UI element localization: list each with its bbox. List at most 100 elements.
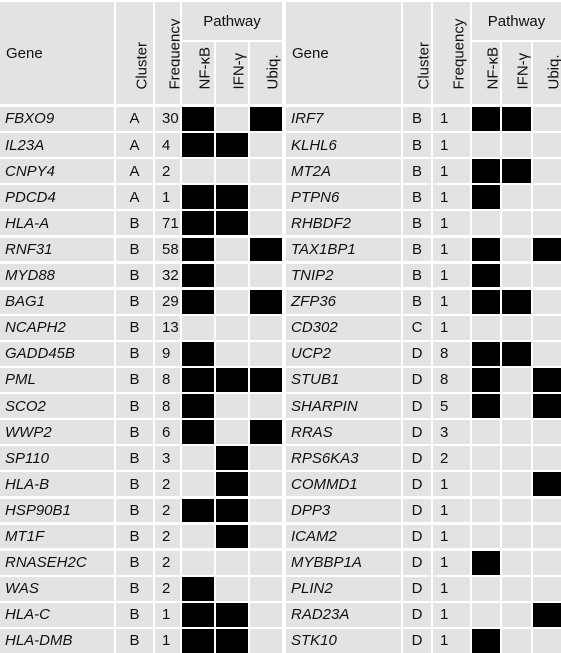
frequency-cell: 8 — [433, 341, 470, 366]
cluster-value: B — [129, 214, 140, 232]
frequency-cell: 29 — [155, 289, 180, 314]
frequency-cell: 9 — [155, 341, 180, 366]
gene-cell: RNASEH2C — [0, 550, 114, 575]
pathway-ubiq-cell-marked — [532, 602, 561, 627]
pathway-ifng-cell — [502, 368, 531, 392]
frequency-cell: 2 — [155, 576, 180, 601]
frequency-cell: 1 — [433, 472, 470, 497]
gene-name: SP110 — [5, 449, 49, 467]
pathway-ifng-cell — [216, 107, 248, 131]
frequency-value: 1 — [440, 162, 449, 180]
pathway-nfkb-cell-marked — [472, 368, 501, 392]
pathway-nfkb-cell — [472, 524, 501, 549]
cluster-cell: D — [403, 576, 431, 601]
left-header-gene: Gene — [0, 2, 114, 104]
cluster-cell: B — [116, 498, 153, 523]
pathway-nfkb-cell-marked — [472, 341, 501, 366]
left-header-ifng: IFN-γ — [216, 42, 248, 104]
gene-name: PTPN6 — [291, 188, 340, 206]
pathway-nfkb-cell-marked — [182, 394, 214, 418]
cluster-value: B — [411, 136, 422, 154]
header-pathway-label: Pathway — [203, 12, 261, 30]
gene-name: MT1F — [5, 528, 45, 546]
gene-name: HLA-A — [5, 214, 50, 232]
cluster-value: D — [411, 423, 423, 441]
frequency-value: 1 — [440, 501, 449, 519]
cluster-value: D — [411, 632, 423, 650]
cluster-cell: B — [116, 472, 153, 497]
frequency-value: 1 — [440, 293, 449, 311]
gene-cell: KLHL6 — [286, 133, 401, 157]
gene-cell: ZFP36 — [286, 289, 401, 314]
frequency-cell: 1 — [433, 524, 470, 549]
pathway-ifng-cell-marked — [502, 341, 531, 366]
pathway-ubiq-cell — [532, 107, 561, 131]
gene-cell: GADD45B — [0, 341, 114, 366]
frequency-cell: 2 — [155, 498, 180, 523]
cluster-cell: D — [403, 524, 431, 549]
pathway-ifng-cell-marked — [216, 602, 248, 627]
gene-cell: PTPN6 — [286, 185, 401, 210]
cluster-cell: D — [403, 472, 431, 497]
frequency-value: 13 — [162, 319, 179, 337]
gene-cell: WAS — [0, 576, 114, 601]
frequency-cell: 30 — [155, 107, 180, 131]
gene-name: NCAPH2 — [5, 319, 66, 337]
header-nfkb-label: NF-κB — [484, 47, 501, 90]
pathway-nfkb-cell — [182, 524, 214, 549]
pathway-ubiq-cell — [250, 159, 282, 184]
frequency-cell: 1 — [433, 185, 470, 210]
pathway-ifng-cell — [502, 315, 531, 340]
pathway-nfkb-cell-marked — [182, 211, 214, 236]
frequency-cell: 2 — [155, 472, 180, 497]
pathway-nfkb-cell-marked — [472, 550, 501, 575]
frequency-value: 2 — [162, 528, 171, 546]
frequency-value: 1 — [440, 240, 449, 258]
cluster-value: B — [129, 632, 140, 650]
gene-name: RRAS — [291, 423, 333, 441]
cluster-value: B — [129, 475, 140, 493]
pathway-ubiq-cell — [532, 446, 561, 471]
pathway-ifng-cell — [502, 133, 531, 157]
gene-name: KLHL6 — [291, 136, 337, 154]
gene-name: WAS — [5, 580, 39, 598]
gene-cell: SHARPIN — [286, 394, 401, 418]
pathway-ifng-cell — [502, 237, 531, 262]
gene-name: COMMD1 — [291, 475, 358, 493]
left-header-ubiq: Ubiq. — [250, 42, 282, 104]
gene-name: PML — [5, 371, 36, 389]
pathway-ubiq-cell-marked — [532, 472, 561, 497]
pathway-nfkb-cell-marked — [182, 368, 214, 392]
pathway-ubiq-cell — [250, 498, 282, 523]
cluster-cell: A — [116, 159, 153, 184]
header-ifng-label: IFN-γ — [514, 52, 531, 90]
cluster-cell: D — [403, 446, 431, 471]
pathway-ubiq-cell-marked — [250, 368, 282, 392]
gene-cell: PLIN2 — [286, 576, 401, 601]
gene-name: CNPY4 — [5, 162, 56, 180]
gene-cell: IRF7 — [286, 107, 401, 131]
frequency-cell: 1 — [433, 289, 470, 314]
frequency-value: 1 — [440, 528, 449, 546]
gene-name: TAX1BP1 — [291, 240, 356, 258]
pathway-ubiq-cell — [532, 185, 561, 210]
gene-name: STK10 — [291, 632, 337, 650]
pathway-nfkb-cell-marked — [472, 629, 501, 653]
header-gene-label: Gene — [6, 44, 43, 62]
pathway-ifng-cell-marked — [216, 133, 248, 157]
pathway-nfkb-cell-marked — [182, 420, 214, 445]
pathway-ifng-cell — [216, 341, 248, 366]
pathway-nfkb-cell-marked — [472, 394, 501, 418]
cluster-cell: B — [403, 107, 431, 131]
pathway-ubiq-cell-marked — [532, 237, 561, 262]
pathway-ubiq-cell — [250, 341, 282, 366]
cluster-cell: B — [116, 394, 153, 418]
cluster-cell: D — [403, 368, 431, 392]
frequency-value: 8 — [162, 397, 171, 415]
gene-cell: MT2A — [286, 159, 401, 184]
cluster-value: B — [411, 110, 422, 128]
pathway-ifng-cell-marked — [502, 159, 531, 184]
frequency-cell: 1 — [155, 629, 180, 653]
frequency-value: 5 — [440, 397, 449, 415]
